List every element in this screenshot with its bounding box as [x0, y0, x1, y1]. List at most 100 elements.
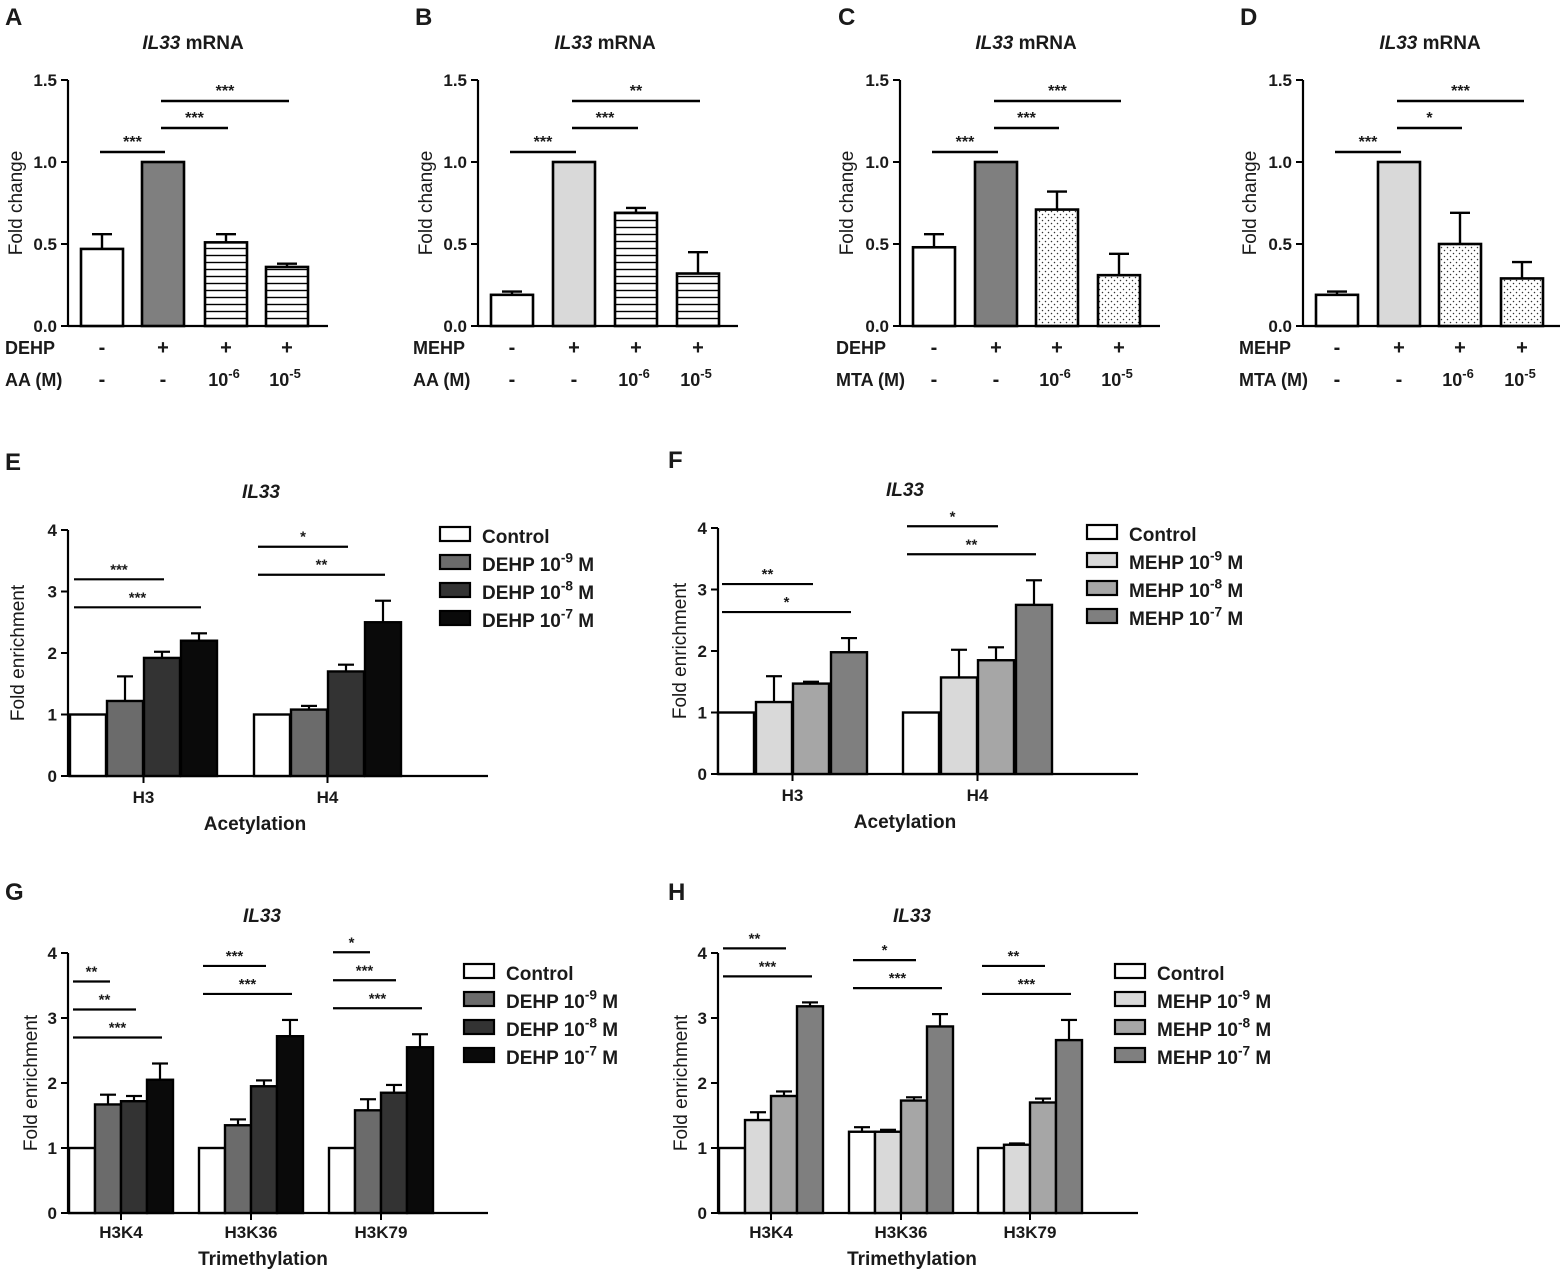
panel-f-ytick-label: 4: [698, 519, 708, 538]
panel-b-ytick-label: 1.0: [443, 153, 467, 172]
panel-d-bar: [1376, 160, 1422, 328]
panel-e-ytick-label: 2: [48, 644, 57, 663]
panel-h-legend-label: MEHP 10-9 M: [1157, 987, 1271, 1013]
panel-h-legend-swatch: [1113, 990, 1147, 1008]
panel-a-bar: [79, 247, 125, 328]
panel-g-bar: [275, 1034, 305, 1215]
panel-c-ytick-label: 1.5: [865, 71, 889, 90]
panel-b-ytick-label: 0.0: [443, 317, 467, 336]
panel-e-category-label: H4: [317, 788, 339, 807]
panel-d-row-cell: +: [1516, 337, 1528, 359]
panel-g-category-label: H3K79: [355, 1223, 408, 1242]
panel-h-legend-swatch: [1113, 1046, 1147, 1064]
panel-g-bar: [67, 1146, 97, 1215]
panel-b-row-cell: +: [630, 337, 642, 359]
panel-g-bar: [405, 1046, 435, 1215]
panel-b-bar: [489, 293, 535, 328]
panel-h-ytick-label: 4: [698, 944, 708, 963]
panel-h-bar: [976, 1146, 1006, 1215]
panel-h-legend-label: Control: [1157, 964, 1225, 985]
panel-g-xlabel: Trimethylation: [198, 1249, 328, 1270]
panel-a-row-cell: +: [157, 337, 169, 359]
panel-c-row-cell: -: [993, 369, 1000, 391]
panel-g-bar: [249, 1085, 279, 1215]
panel-g-bar: [145, 1078, 175, 1215]
panel-g-ytick-label: 1: [48, 1139, 57, 1158]
panel-a-sig-label: ***: [123, 134, 142, 151]
panel-f-bar: [829, 651, 869, 776]
panel-f-ytick-label: 3: [698, 581, 707, 600]
panel-f-xlabel: Acetylation: [854, 812, 956, 833]
panel-g-legend-label: Control: [506, 964, 574, 985]
panel-a-title: IL33 mRNA: [142, 33, 244, 54]
panel-b-row-cell: +: [692, 337, 704, 359]
panel-f-legend-swatch: [1085, 607, 1119, 625]
panel-g-title: IL33: [243, 906, 281, 927]
panel-h-bar: [847, 1130, 877, 1215]
panel-g-sig-label: ***: [369, 990, 387, 1007]
panel-c-ytick-label: 0.0: [865, 317, 889, 336]
panel-f-sig-label: *: [950, 508, 956, 525]
panel-a-row-cell: 10-5: [269, 366, 301, 390]
panel-c-bar: [911, 245, 957, 328]
panel-g-bar: [327, 1146, 357, 1215]
panel-e-letter: E: [5, 449, 21, 476]
panel-e-bar: [289, 708, 329, 778]
panel-e-bar: [179, 639, 219, 778]
panel-d-row-cell: 10-5: [1504, 366, 1536, 390]
panel-a-row-cell: -: [99, 369, 106, 391]
panel-e-bar: [363, 621, 403, 778]
panel-e-bar: [105, 699, 145, 778]
panel-f-ytick-label: 2: [698, 642, 707, 661]
panel-f-bar: [716, 711, 756, 776]
panel-b-ytick-label: 0.5: [443, 235, 467, 254]
panel-g-bar: [223, 1124, 253, 1215]
panel-e-bar: [326, 670, 366, 778]
panel-h-bar: [1002, 1143, 1032, 1215]
panel-b-row-cell: 10-6: [618, 366, 650, 390]
panel-b-title: IL33 mRNA: [554, 33, 656, 54]
panel-c-bar: [1034, 208, 1080, 328]
panel-d-row-cell: +: [1454, 337, 1466, 359]
panel-a-row-cell: -: [160, 369, 167, 391]
panel-h-bar: [717, 1146, 747, 1215]
panel-e-title: IL33: [242, 482, 280, 503]
panel-g-sig-label: **: [99, 992, 111, 1009]
panel-b-ytick-label: 1.5: [443, 71, 467, 90]
panel-a-row-cell: +: [220, 337, 232, 359]
panel-f-legend-swatch: [1085, 523, 1119, 541]
panel-g-bar: [119, 1099, 149, 1215]
panel-h-legend-swatch: [1113, 962, 1147, 980]
panel-b-ylabel: Fold change: [416, 151, 437, 256]
panel-e-sig-label: ***: [129, 589, 147, 606]
panel-a-ytick-label: 0.5: [33, 235, 57, 254]
panel-a-bar: [264, 265, 310, 328]
panel-g-sig-label: *: [349, 934, 355, 951]
panel-b-sig-label: **: [630, 83, 643, 100]
panel-b-row-label: MEHP: [413, 338, 465, 358]
panel-e-bar: [142, 656, 182, 778]
panel-h-letter: H: [668, 879, 685, 906]
panel-b-bar: [551, 160, 597, 328]
panel-b-row-cell: -: [509, 369, 516, 391]
panel-d-ytick-label: 0.0: [1268, 317, 1292, 336]
panel-g-category-label: H3K36: [225, 1223, 278, 1242]
panel-h-legend-swatch: [1113, 1018, 1147, 1036]
panel-h-title: IL33: [893, 906, 931, 927]
panel-g-sig-label: ***: [226, 948, 244, 965]
panel-h-bar: [899, 1099, 929, 1215]
panel-h-ylabel: Fold enrichment: [671, 1014, 692, 1151]
panel-c-sig-label: ***: [1017, 110, 1036, 127]
panel-b-row-cell: +: [568, 337, 580, 359]
panel-h-legend-label: MEHP 10-8 M: [1157, 1015, 1271, 1041]
panel-a-row-label: DEHP: [5, 338, 55, 358]
panel-f-legend-label: MEHP 10-9 M: [1129, 548, 1243, 574]
panel-h-bar: [769, 1094, 799, 1215]
panel-f-legend-swatch: [1085, 551, 1119, 569]
panel-d-ytick-label: 1.5: [1268, 71, 1292, 90]
panel-g-ylabel: Fold enrichment: [21, 1014, 42, 1151]
panel-c-ylabel: Fold change: [837, 151, 858, 256]
panel-h-category-label: H3K4: [749, 1223, 793, 1242]
panel-g-bar: [353, 1109, 383, 1215]
